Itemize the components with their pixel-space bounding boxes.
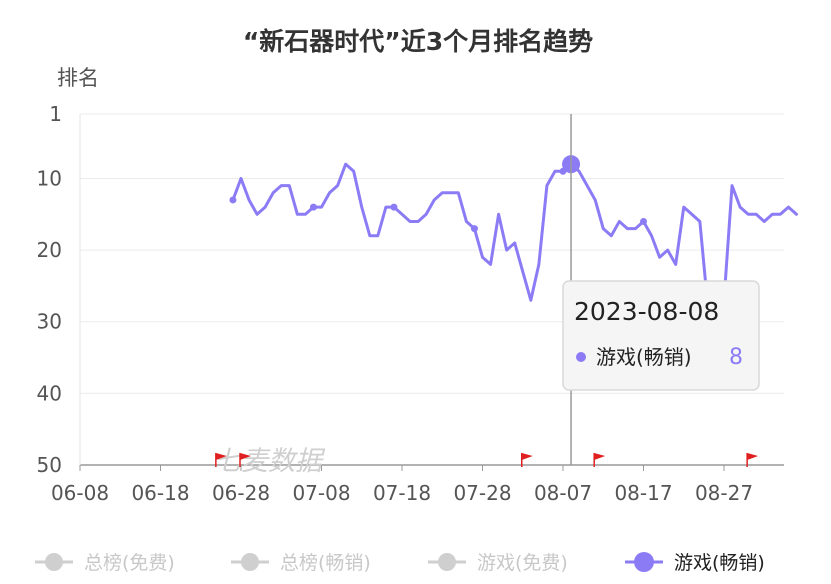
tooltip-series-name: 游戏(畅销) [596,345,692,369]
data-point [390,203,398,211]
legend-item[interactable]: 游戏(畅销) [625,552,765,574]
event-flag [521,453,533,460]
watermark-text: 七麦数据 [214,446,326,477]
y-tick-label: 10 [37,166,62,190]
y-tick-label: 40 [37,381,62,405]
tooltip-series-dot [576,352,586,362]
legend-item[interactable]: 游戏(免费) [428,552,568,574]
legend-marker [438,553,456,571]
event-flag [747,453,759,460]
data-point [640,217,647,225]
data-point [229,196,237,204]
y-tick-label: 30 [37,310,62,334]
chart-title: “新石器时代”近3个月排名趋势 [243,27,593,56]
legend-label: 总榜(畅销) [280,552,371,574]
x-tick-label: 06-18 [131,481,189,505]
grid-lines [79,113,784,466]
data-point [309,203,317,211]
legend-label: 总榜(免费) [84,552,175,574]
legend-marker [45,553,63,571]
x-tick-label: 08-17 [614,481,672,505]
x-tick-label: 07-08 [292,481,350,505]
legend-item[interactable]: 总榜(免费) [35,552,175,574]
x-tick-label: 08-27 [695,481,753,505]
x-tick-label: 06-28 [212,481,270,505]
event-markers [215,453,759,467]
event-flag [240,453,251,460]
data-point [470,225,478,233]
legend-marker [634,552,654,572]
x-tick-label: 06-08 [51,481,109,505]
x-tick-label: 07-28 [453,481,511,505]
event-flag [594,453,606,460]
y-axis-label: 排名 [57,66,99,90]
tooltip: 2023-08-08 游戏(畅销) 8 [562,114,760,465]
x-axis: 06-08 06-18 06-28 07-08 07-18 07-28 08-07 08-17… [51,465,753,505]
legend-marker [241,553,259,571]
tooltip-box [562,280,760,391]
legend-item[interactable]: 总榜(畅销) [231,552,371,574]
tooltip-value: 8 [729,345,743,370]
y-tick-label: 20 [37,238,62,262]
series-line [231,162,798,309]
x-tick-label: 08-07 [534,481,592,505]
legend-label: 游戏(免费) [477,552,568,574]
legend-label: 游戏(畅销) [674,552,765,574]
y-axis-ticks: 1 10 20 30 40 50 [37,102,62,477]
y-tick-label: 50 [37,453,62,477]
event-flag [215,453,227,460]
y-tick-label: 1 [49,102,62,126]
x-tick-label: 07-18 [373,481,431,505]
tooltip-date: 2023-08-08 [574,297,719,326]
legend: 总榜(免费) 总榜(畅销) 游戏(免费) 游戏(畅销) [35,552,765,574]
